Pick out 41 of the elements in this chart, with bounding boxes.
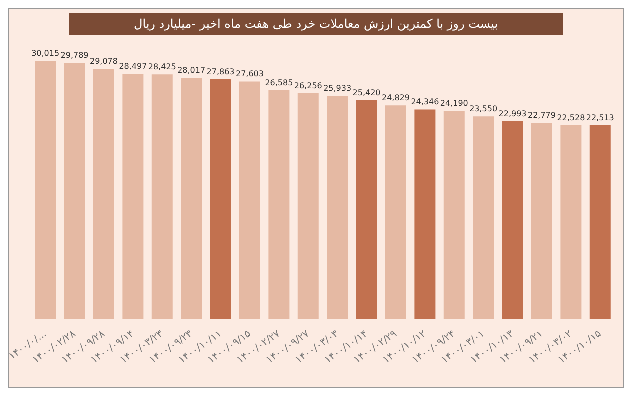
bar <box>531 123 552 319</box>
data-label: 22,779 <box>528 111 556 120</box>
bar <box>64 62 86 319</box>
data-label: 24,190 <box>440 99 468 108</box>
data-label: 22,528 <box>557 113 586 122</box>
bar <box>152 74 173 319</box>
bar <box>93 69 114 319</box>
data-label: 29,789 <box>60 50 89 60</box>
data-label: 23,550 <box>470 104 498 114</box>
data-label: 22,993 <box>498 109 527 118</box>
bar <box>560 125 582 319</box>
data-label: 29,078 <box>90 57 118 66</box>
bar <box>35 61 56 319</box>
bar <box>414 110 436 319</box>
data-label: 24,346 <box>411 98 440 107</box>
bar <box>210 80 232 319</box>
data-label: 22,513 <box>586 113 614 122</box>
bar <box>473 116 494 319</box>
bar <box>327 96 348 319</box>
data-label: 26,585 <box>265 78 294 88</box>
data-label: 26,256 <box>294 81 322 90</box>
data-label: 27,603 <box>236 70 264 79</box>
data-label: 28,497 <box>119 62 148 72</box>
bar <box>298 93 319 319</box>
data-label: 24,829 <box>382 94 410 103</box>
data-label: 25,933 <box>324 84 352 94</box>
data-label: 25,420 <box>352 88 381 98</box>
bar <box>239 82 260 319</box>
bar <box>181 78 202 319</box>
bar <box>122 74 144 319</box>
bar <box>356 100 378 319</box>
bar <box>268 90 290 319</box>
bar <box>502 121 524 319</box>
data-label: 28,425 <box>148 62 176 72</box>
data-label: 28,017 <box>178 66 206 76</box>
bar <box>590 125 611 319</box>
data-label: 27,863 <box>206 68 235 76</box>
bar <box>385 106 406 319</box>
data-label: 30,015 <box>32 49 60 58</box>
bar <box>444 111 465 319</box>
chart-title: بیست روز با کمترین ارزش معاملات خرد طی هفت ماه اخیر -میلیارد ریال <box>69 13 563 35</box>
